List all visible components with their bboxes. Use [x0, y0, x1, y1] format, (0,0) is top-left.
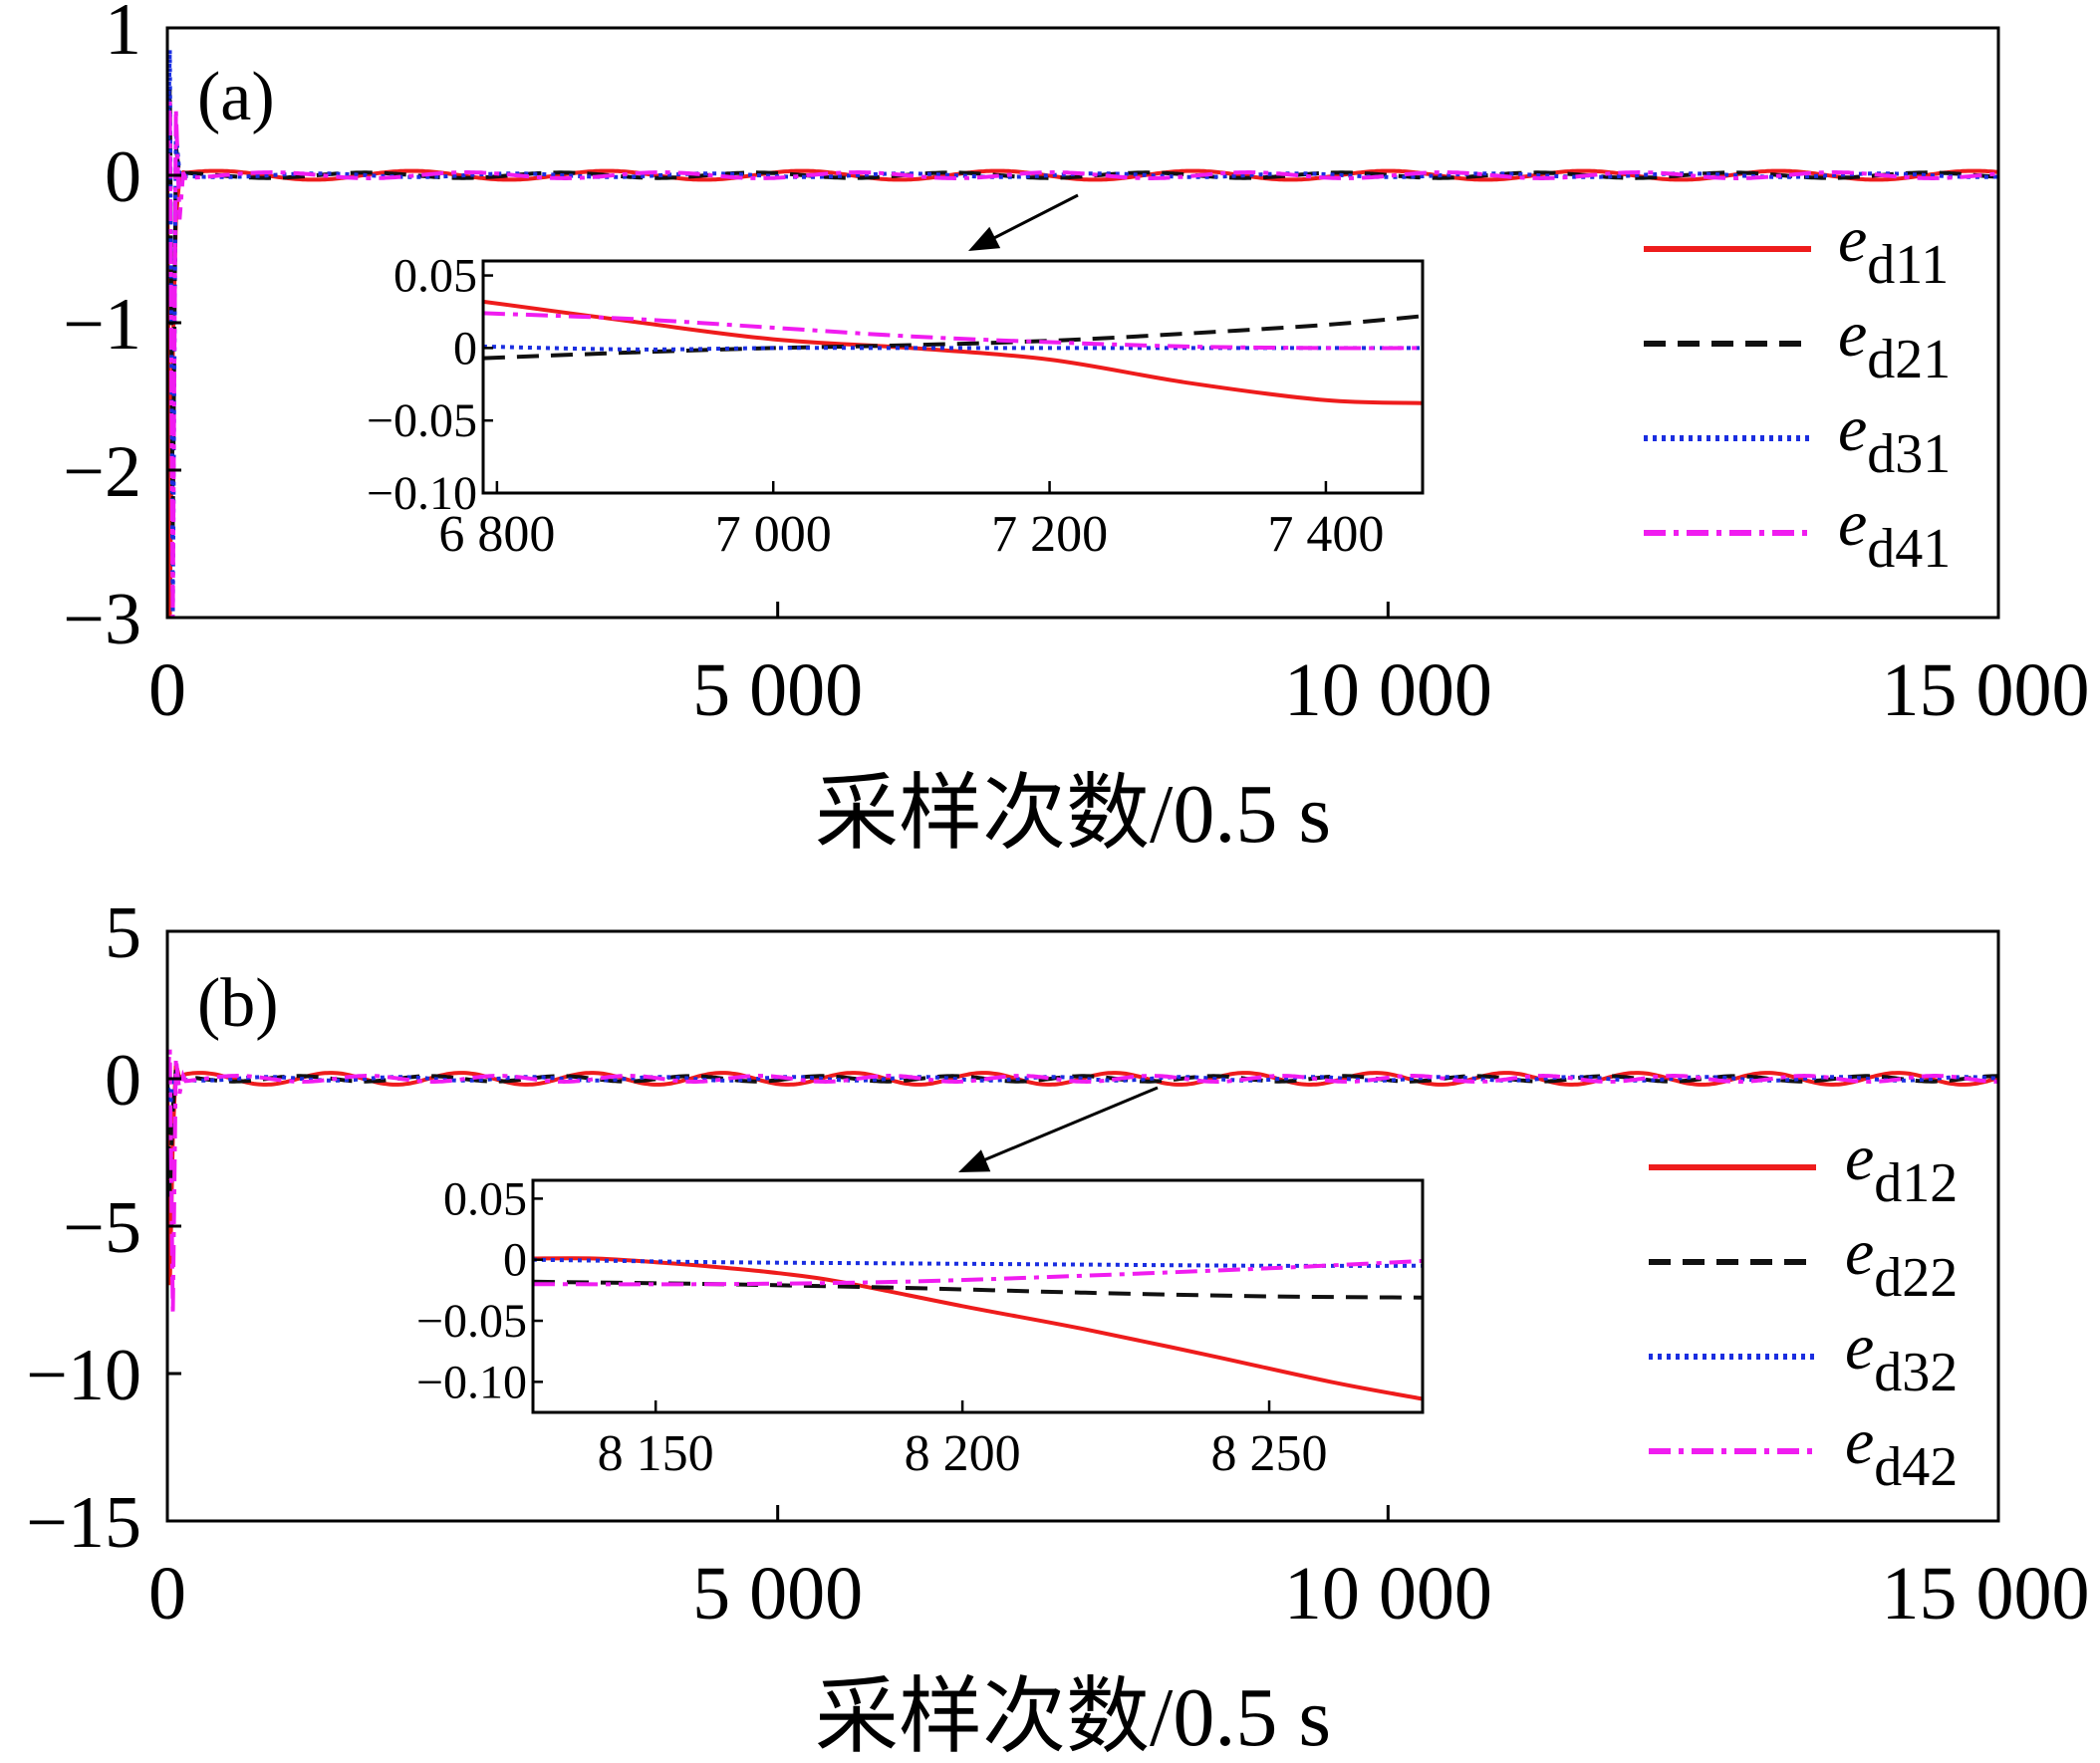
legend-symbol: e	[1838, 392, 1867, 465]
main-series-group	[167, 1049, 1998, 1315]
x-tick-label: 15 000	[1882, 648, 2090, 732]
panel-label: (b)	[197, 965, 279, 1042]
series-line-ed11	[167, 168, 1997, 618]
inset-series-group	[533, 1256, 1423, 1401]
legend-symbol: e	[1845, 1405, 1874, 1478]
legend-subscript: d21	[1867, 329, 1951, 390]
inset-frame	[481, 259, 1425, 495]
inset-series-line-ed42	[533, 1258, 1423, 1287]
legend-label-ed22: ed22	[1845, 1216, 1958, 1309]
y-tick-label: −10	[26, 1335, 141, 1416]
main-series-group	[167, 50, 1997, 618]
inset-x-tick-label: 8 200	[905, 1425, 1021, 1482]
inset-y-tick-label: −0.05	[416, 1295, 527, 1348]
legend-label-ed12: ed12	[1845, 1122, 1958, 1214]
legend-label-ed21: ed21	[1838, 298, 1951, 390]
legend-symbol: e	[1838, 203, 1867, 276]
series-line-ed22	[167, 1069, 1997, 1197]
arrow-head	[958, 1149, 991, 1172]
y-tick-label: 0	[105, 136, 141, 218]
legend-symbol: e	[1845, 1122, 1874, 1194]
inset-series-line-ed11	[483, 299, 1423, 405]
legend-symbol: e	[1838, 298, 1867, 371]
inset-background	[533, 1180, 1423, 1412]
inset-plot: 0.05 0 −0.05 −0.10 8 150 8 200 8 250	[416, 1172, 1425, 1482]
inset-frame	[531, 1178, 1425, 1414]
inset-y-tick-label: 0.05	[443, 1172, 527, 1225]
inset-x-tick-label: 6 800	[438, 506, 555, 563]
inset-x-tick-label: 8 250	[1211, 1425, 1328, 1482]
legend-subscript: d11	[1867, 234, 1949, 296]
legend-label-ed31: ed31	[1838, 392, 1951, 485]
x-tick-label: 10 000	[1284, 1552, 1492, 1636]
inset-x-tick-label: 7 200	[991, 506, 1108, 563]
inset-series-line-ed22	[533, 1279, 1423, 1300]
series-line-ed42	[167, 1049, 1997, 1315]
zoom-arrow	[968, 193, 1079, 251]
inset-series-line-ed41	[483, 311, 1423, 351]
legend-subscript: d31	[1867, 423, 1951, 485]
zoom-arrow	[958, 1086, 1159, 1172]
y-tick-label: −2	[63, 431, 141, 513]
arrow-head	[968, 226, 1001, 251]
legend-label-ed32: ed32	[1845, 1311, 1958, 1403]
legend-subscript: d22	[1874, 1247, 1958, 1309]
x-tick-label: 5 000	[692, 1552, 863, 1636]
x-axis-label: 采样次数/0.5 s	[815, 768, 1331, 861]
inset-y-tick-label: −0.05	[367, 394, 477, 447]
y-tick-label: 0	[105, 1040, 141, 1122]
legend-subscript: d12	[1874, 1152, 1958, 1214]
arrow-shaft	[985, 193, 1079, 244]
inset-y-tick-label: 0.05	[394, 250, 477, 303]
inset-background	[483, 261, 1423, 493]
inset-series-line-ed12	[533, 1256, 1423, 1401]
legend-label-ed11: ed11	[1838, 203, 1949, 296]
legend-subscript: d42	[1874, 1436, 1958, 1498]
y-tick-label: −1	[63, 284, 141, 366]
y-tick-label: −15	[26, 1482, 141, 1564]
inset-y-tick-label: −0.10	[367, 467, 477, 520]
inset-series-line-ed31	[483, 344, 1423, 352]
inset-series-line-ed21	[483, 314, 1423, 361]
y-tick-label: 1	[105, 0, 141, 71]
legend-label-ed41: ed41	[1838, 487, 1951, 580]
inset-y-tick-label: 0	[503, 1234, 527, 1287]
inset-x-tick-label: 7 400	[1267, 506, 1384, 563]
x-axis-label: 采样次数/0.5 s	[815, 1671, 1331, 1763]
inset-y-tick-label: 0	[453, 322, 477, 375]
x-tick-label: 10 000	[1284, 648, 1492, 732]
x-tick-label: 0	[148, 1552, 186, 1636]
y-tick-label: −3	[63, 579, 141, 660]
x-tick-label: 0	[148, 648, 186, 732]
legend-label-ed42: ed42	[1845, 1405, 1958, 1498]
legend-symbol: e	[1838, 487, 1867, 560]
inset-plot: 0.05 0 −0.05 −0.106 800 7 000 7 200 7 400	[367, 250, 1425, 563]
inset-x-tick-label: 7 000	[715, 506, 832, 563]
x-tick-label: 5 000	[692, 648, 863, 732]
y-tick-label: 5	[105, 892, 141, 974]
series-line-ed41	[167, 101, 1997, 618]
inset-series-group	[483, 299, 1423, 405]
panel-label: (a)	[197, 59, 275, 135]
legend-subscript: d32	[1874, 1342, 1958, 1403]
y-tick-label: −5	[63, 1187, 141, 1269]
inset-y-tick-label: −0.10	[416, 1356, 527, 1408]
x-tick-label: 15 000	[1882, 1552, 2090, 1636]
legend-symbol: e	[1845, 1311, 1874, 1384]
arrow-shaft	[975, 1086, 1159, 1165]
legend-subscript: d41	[1867, 518, 1951, 580]
legend-symbol: e	[1845, 1216, 1874, 1289]
inset-x-tick-label: 8 150	[598, 1425, 714, 1482]
